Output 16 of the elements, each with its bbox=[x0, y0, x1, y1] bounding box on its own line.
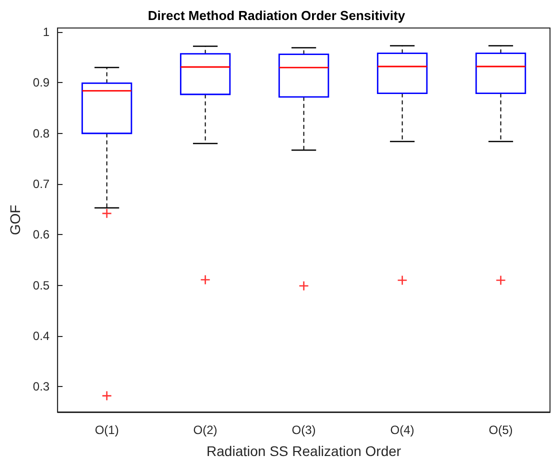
x-tick-label: O(4) bbox=[390, 423, 414, 437]
x-tick-label: O(5) bbox=[488, 423, 513, 437]
x-tick-label: O(1) bbox=[94, 423, 119, 437]
chart-title: Direct Method Radiation Order Sensitivity bbox=[148, 8, 406, 23]
x-tick-label: O(3) bbox=[292, 423, 316, 437]
y-axis-title: GOF bbox=[7, 204, 23, 236]
x-axis-title: Radiation SS Realization Order bbox=[206, 443, 402, 459]
y-tick-label: 0.8 bbox=[32, 126, 50, 140]
y-tick-label: 1 bbox=[42, 25, 50, 40]
y-tick-label: 0.6 bbox=[32, 228, 50, 242]
y-tick-label: 0.3 bbox=[32, 380, 50, 394]
y-tick-label: 0.7 bbox=[32, 177, 50, 192]
y-tick-label: 0.4 bbox=[32, 329, 50, 344]
y-tick-label: 0.9 bbox=[32, 76, 50, 90]
y-tick-label: 0.5 bbox=[32, 278, 50, 292]
x-tick-label: O(2) bbox=[193, 423, 218, 437]
